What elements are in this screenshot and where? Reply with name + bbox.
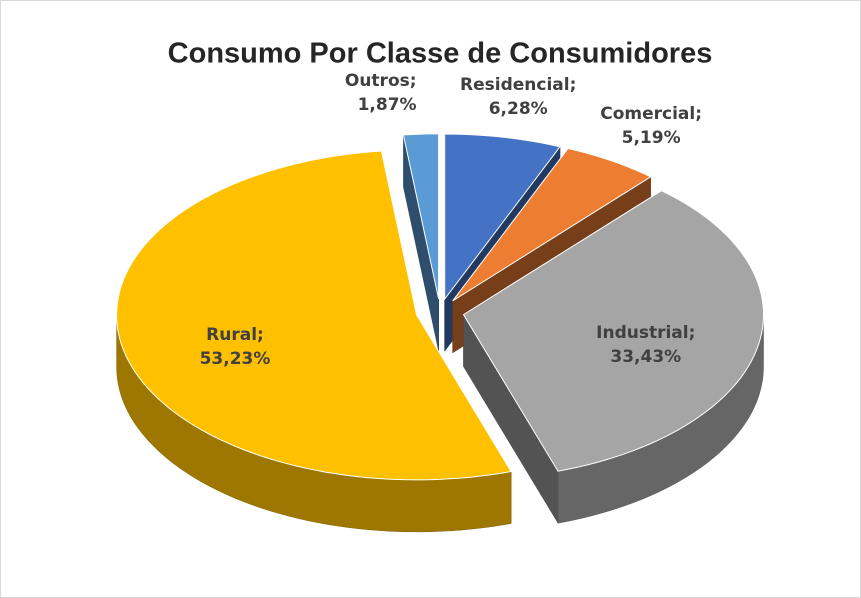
label-separator: ; — [570, 75, 577, 95]
label-category: Residencial — [460, 75, 570, 95]
data-label-value: 5,19% — [622, 128, 681, 148]
data-label-value: 33,43% — [610, 347, 681, 367]
data-label: Residencial; — [460, 75, 576, 95]
label-category: Comercial — [600, 104, 695, 124]
data-label: Outros; — [345, 71, 417, 91]
label-separator: ; — [689, 323, 696, 343]
data-label-value: 1,87% — [358, 95, 417, 115]
slice-top — [402, 133, 440, 299]
slice-top — [462, 189, 765, 472]
slice-top — [444, 133, 561, 301]
slice — [116, 150, 513, 533]
data-label: Rural; — [206, 325, 264, 345]
data-label: Industrial; — [596, 323, 695, 343]
slice — [462, 189, 765, 525]
label-category: Outros — [345, 71, 410, 91]
label-category: Industrial — [596, 323, 688, 343]
slice-top — [452, 148, 652, 302]
label-separator: ; — [257, 325, 264, 345]
slice — [402, 133, 440, 351]
label-category: Rural — [206, 325, 257, 345]
slice-top — [116, 150, 513, 481]
label-separator: ; — [695, 104, 702, 124]
data-label-value: 53,23% — [200, 349, 271, 369]
chart-title: Consumo Por Classe de Consumidores — [168, 38, 713, 70]
data-label-value: 6,28% — [489, 99, 548, 119]
label-separator: ; — [410, 71, 417, 91]
data-label: Comercial; — [600, 104, 702, 124]
